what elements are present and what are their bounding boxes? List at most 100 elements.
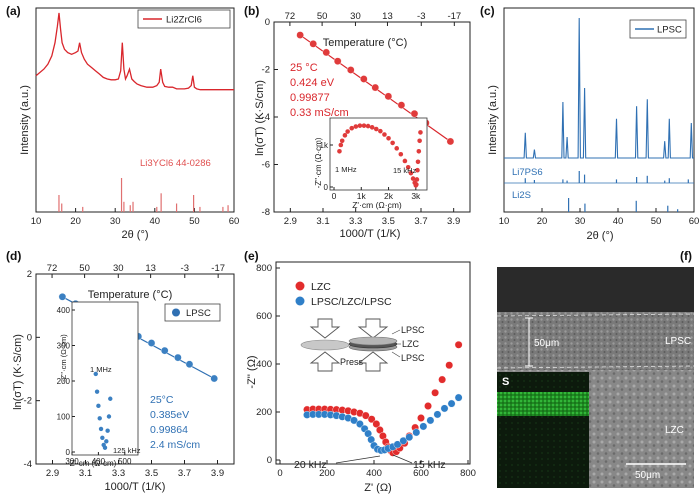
panel-e-xtick-label: 0 (277, 468, 282, 479)
panel-b-inset-ylabel: -Z''·cm (Ω·cm) (314, 137, 323, 188)
panel-d-annotation-sigma: 2.4 mS/cm (150, 439, 200, 451)
panel-d-ytick-label: -4 (24, 459, 32, 470)
panel-d-inset-point (94, 389, 100, 394)
panel-d-inset-xlabel: Z'·cm (Ω·cm) (70, 459, 117, 468)
panel-d-legend: LPSC (164, 303, 221, 322)
panel-b-inset-point (349, 125, 355, 131)
panel-e-ytick-label: 0 (267, 455, 272, 466)
panel-b-inset-ytick-label: 1k (320, 141, 329, 150)
panel-a-xlabel: 2θ (°) (121, 229, 148, 241)
panel-d-ytick-label: 2 (27, 269, 32, 280)
panel-d-legend-box (164, 303, 221, 322)
panel-a-xtick-label: 60 (229, 216, 240, 227)
panel-e-frame (275, 261, 471, 465)
panel-d-data-point (160, 346, 169, 355)
panel-b-top-tick-label: 50 (317, 11, 328, 22)
panel-b-ytick-label: -8 (262, 207, 270, 218)
panel-b-inset-point (373, 126, 379, 132)
panel-e-stack-point (433, 410, 442, 419)
panel-e-stack-point (412, 428, 421, 437)
panel-a-xtick-label: 40 (150, 216, 161, 227)
press-arrow-down-1 (309, 318, 341, 339)
panel-c-ref1-label: Li7PS6 (512, 167, 543, 178)
panel-e-lzc-point (367, 415, 376, 424)
panel-c-xlabel: 2θ (°) (586, 230, 613, 242)
panel-b-inset-point (414, 182, 419, 187)
sem-thickness-label: 50μm (534, 338, 559, 349)
panel-e: (e) -Z'' (Ω) 0 200 400 600 8000200400600800 … (244, 249, 476, 494)
panel-b-inset-point (405, 164, 411, 170)
panel-b-inset-point (361, 123, 367, 128)
panel-b-annotation-sigma: 0.33 mS/cm (290, 107, 349, 119)
panel-c-xtick-label: 10 (499, 216, 510, 227)
panel-b-inset-point (357, 123, 363, 128)
label-line-lpsc-top (391, 329, 401, 335)
panel-a-reference-label: Li3YCl6 44-0286 (140, 158, 211, 169)
sem-label-lzc: LZC (665, 425, 684, 436)
schematic-label-lzc: LZC (402, 339, 420, 349)
panel-e-xtick-label: 600 (413, 468, 429, 479)
pellet-stack-top (348, 336, 398, 346)
panel-d-inset-point (105, 428, 110, 433)
panel-b-inset-ann-15khz: 15 kHz (393, 166, 417, 175)
panel-b-inset-point (338, 142, 344, 148)
panel-b-inset-point (415, 167, 420, 173)
schematic-label-lpsc-top: LPSC (401, 325, 425, 335)
panel-c-ref2-label: Li2S (512, 190, 531, 201)
panel-d-inset-ann-1mhz: 1 MHz (90, 365, 112, 374)
panel-a-ylabel: Intensity (a.u.) (19, 85, 31, 155)
panel-b-xtick-label: 3.5 (382, 216, 395, 227)
panel-d-top-tick-label: -17 (211, 263, 225, 274)
panel-d-inset-ytick-label: 200 (57, 377, 71, 386)
panel-c-xtick-label: 60 (689, 216, 700, 227)
panel-c-xtick-label: 50 (651, 216, 662, 227)
panel-b-ytick-label: -2 (262, 65, 270, 76)
panel-label-d: (d) (6, 249, 21, 263)
panel-label-b: (b) (244, 4, 259, 18)
panel-d-inset-point (102, 445, 108, 450)
panel-e-plot: 0 200 400 600 800 0 200 400 600 800 (256, 261, 476, 479)
panel-a: (a) Intensity (a.u.) 10 20 30 40 50 60 2θ (°)… (6, 4, 239, 241)
panel-b-inset-point (410, 176, 416, 181)
panel-e-schematic: LPSC LZC LPSC Press (300, 318, 425, 372)
panel-c-frame (503, 7, 695, 213)
panel-d-data-point (185, 360, 194, 369)
panel-e-annotation-20khz: 20 kHz (294, 459, 327, 471)
panel-label-a: (a) (6, 4, 21, 18)
panel-e-lzc-point (454, 340, 463, 349)
panel-b-inset-point (339, 138, 345, 144)
panel-a-legend: Li2ZrCl6 (137, 9, 231, 29)
panel-label-f: (f) (680, 249, 692, 263)
panel-b-inset-point (353, 124, 359, 129)
panel-d-top-axis-label: Temperature (°C) (88, 289, 172, 301)
panel-d-inset: 300 400 500 0 100 200 300 400 (57, 301, 139, 466)
panel-b-ytick-label: 0 (265, 17, 270, 28)
sem-boundary-bottom (496, 365, 695, 369)
panel-b-ylabel: ln(σT) (K·S/cm) (254, 80, 266, 156)
panel-d-inset-point (104, 439, 109, 444)
panel-b-data-point (333, 57, 342, 65)
panel-b-inset-ann-1mhz: 1 MHz (335, 165, 357, 174)
panel-e-legend-marker-stack (295, 296, 305, 306)
panel-b-inset-xlabel: Z'·cm (Ω·cm) (352, 200, 402, 210)
panel-b-data-point (371, 83, 380, 92)
panel-c-legend-box (629, 19, 687, 39)
schematic-label-press: Press (340, 357, 364, 367)
panel-d-inset-ytick-label: 0 (66, 448, 71, 457)
panel-d-inset-ylabel: -Z''·cm (Ω·cm) (59, 334, 68, 382)
panel-c: (c) Intensity (a.u.) 10 20 30 40 50 60 2θ (°)… (480, 4, 699, 242)
panel-e-ytick-label: 600 (256, 311, 272, 322)
panel-a-plot: 10 20 30 40 50 60 (31, 7, 240, 227)
panel-b-inset-point (337, 149, 342, 154)
panel-b-annotation-ea: 0.424 eV (290, 77, 335, 89)
panel-d-xtick-label: 3.5 (145, 468, 158, 479)
panel-e-ytick-label: 800 (256, 263, 272, 274)
panel-e-lzc-point (445, 361, 454, 370)
panel-b-inset-point (390, 140, 395, 146)
panel-a-xtick-label: 20 (70, 216, 81, 227)
panel-b-ytick-label: -4 (262, 112, 270, 123)
panel-f: (f) (496, 249, 695, 488)
panel-e-lzc-point (431, 388, 439, 397)
panel-b-data-point (397, 101, 406, 109)
panel-d-legend-text: LPSC (186, 308, 211, 319)
